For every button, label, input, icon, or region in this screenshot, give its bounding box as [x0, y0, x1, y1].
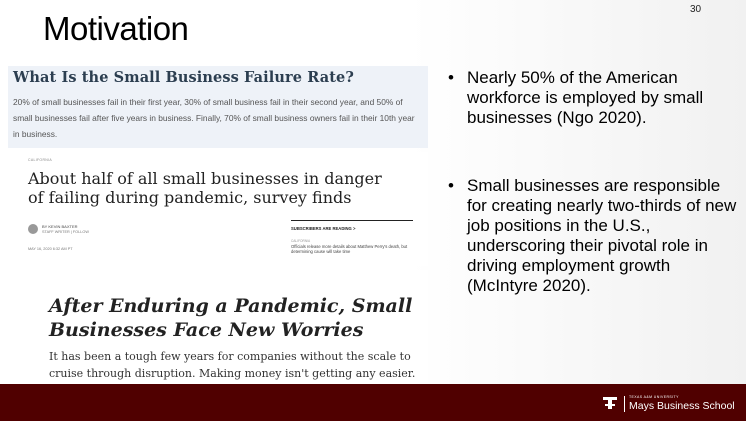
bullet-text: Small businesses are responsible for cre… — [467, 176, 737, 295]
bullet-item: • Nearly 50% of the American workforce is… — [448, 68, 738, 128]
author-avatar — [28, 224, 38, 234]
sidebar-divider — [291, 220, 413, 221]
bullet-marker: • — [448, 176, 454, 195]
footer-bar: TEXAS A&M UNIVERSITY Mays Business Schoo… — [0, 384, 746, 421]
bullet-marker: • — [448, 68, 454, 87]
clip-date: MAY 16, 2020 6:32 AM PT — [28, 247, 73, 251]
bullet-list: • Nearly 50% of the American workforce is… — [448, 68, 738, 296]
article-clip-new-worries: After Enduring a Pandemic, Small Busines… — [8, 270, 428, 382]
sidebar-kicker: CALIFORNIA — [291, 239, 311, 243]
bullet-item: • Small businesses are responsible for cr… — [448, 176, 738, 296]
clip-headline: After Enduring a Pandemic, Small Busines… — [49, 295, 413, 341]
clip-heading: What Is the Small Business Failure Rate? — [13, 69, 354, 86]
sidebar-text: Officials release more details about Mat… — [291, 244, 408, 254]
clip-body: 20% of small businesses fail in their fi… — [13, 97, 415, 139]
clip-body: It has been a tough few years for compan… — [49, 350, 416, 380]
brand-divider — [624, 396, 625, 412]
sidebar-heading: SUBSCRIBERS ARE READING > — [291, 226, 356, 231]
clip-kicker: CALIFORNIA — [28, 158, 53, 162]
slide-number: 30 — [690, 4, 702, 15]
article-clip-pandemic-survey: CALIFORNIA About half of all small busin… — [8, 152, 428, 266]
article-clip-failure-rate: What Is the Small Business Failure Rate?… — [8, 66, 428, 148]
atm-logo-icon — [603, 397, 617, 409]
slide-title: Motivation — [43, 10, 189, 47]
bullet-text: Nearly 50% of the American workforce is … — [467, 68, 704, 127]
clip-author-role: STAFF WRITER | FOLLOW — [42, 230, 89, 234]
university-name: TEXAS A&M UNIVERSITY — [629, 395, 679, 399]
school-name: Mays Business School — [629, 400, 735, 412]
clip-byline: BY KEVIN BAXTER — [42, 224, 78, 229]
clip-headline: About half of all small businesses in da… — [28, 169, 382, 207]
